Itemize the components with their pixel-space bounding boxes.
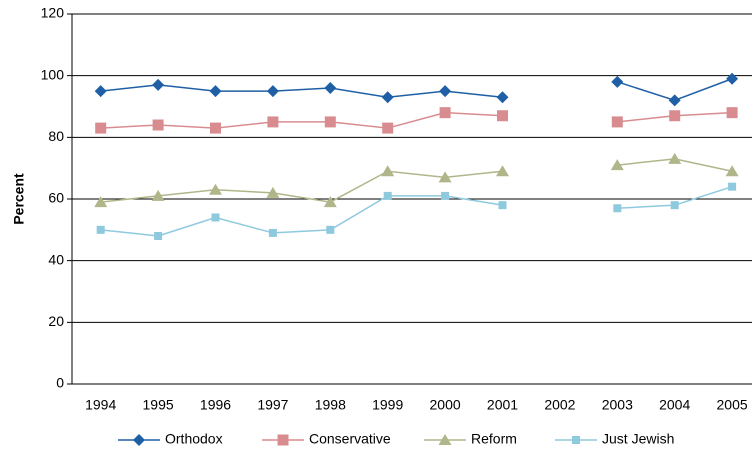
marker [438,171,452,183]
marker [496,91,509,104]
marker [670,201,679,210]
y-tick-label: 60 [48,190,64,206]
series-line [100,78,733,102]
x-tick-label: 2005 [717,397,748,413]
x-tick-label: 1997 [257,397,288,413]
marker [726,72,739,85]
marker [438,434,452,445]
marker [268,228,277,237]
marker [152,119,164,131]
marker [611,75,624,88]
marker [613,204,622,213]
x-tick-label: 2004 [659,397,690,413]
marker [572,436,580,444]
legend-label: Reform [471,431,517,447]
marker [323,196,337,208]
x-tick-label: 1998 [315,397,346,413]
legend-label: Conservative [309,431,391,447]
marker [728,182,737,191]
marker [441,191,450,200]
marker [152,78,165,91]
marker [209,85,222,98]
marker [324,82,337,94]
marker [209,183,222,195]
y-tick-label: 0 [56,375,64,391]
x-tick-label: 1999 [372,397,403,413]
marker [211,213,220,222]
marker [610,159,624,171]
marker [133,434,145,446]
marker [94,85,107,98]
marker [324,116,336,128]
marker [266,186,280,198]
marker [498,201,507,210]
marker [267,116,279,128]
marker [277,434,289,446]
marker [94,196,108,208]
marker [383,191,392,200]
y-tick-label: 80 [48,128,64,144]
marker [382,122,394,134]
marker [439,107,451,119]
x-tick-label: 1994 [85,397,116,413]
marker [326,225,335,234]
x-tick-label: 1996 [200,397,231,413]
y-tick-label: 20 [48,313,64,329]
y-axis-label: Percent [11,173,27,225]
x-tick-label: 2003 [602,397,633,413]
marker [439,85,452,98]
marker [668,152,682,164]
x-tick-label: 1995 [143,397,174,413]
marker [726,107,738,119]
marker [497,110,508,122]
legend-label: Just Jewish [602,431,674,447]
marker [725,165,739,177]
series-line [100,185,733,237]
marker [151,189,165,201]
y-tick-label: 100 [41,66,65,82]
y-tick-label: 120 [41,5,65,21]
marker [496,165,509,177]
marker [668,94,681,107]
series-line [100,111,733,129]
marker [669,110,681,122]
x-tick-label: 2000 [430,397,461,413]
y-tick-label: 40 [48,251,64,267]
x-tick-label: 2002 [544,397,575,413]
x-tick-label: 2001 [487,397,518,413]
marker [266,85,279,98]
marker [381,165,395,177]
marker [210,122,221,134]
marker [154,232,163,240]
marker [95,122,107,134]
marker [381,91,394,104]
marker [611,116,623,128]
legend-label: Orthodox [165,431,223,447]
marker [96,225,105,234]
